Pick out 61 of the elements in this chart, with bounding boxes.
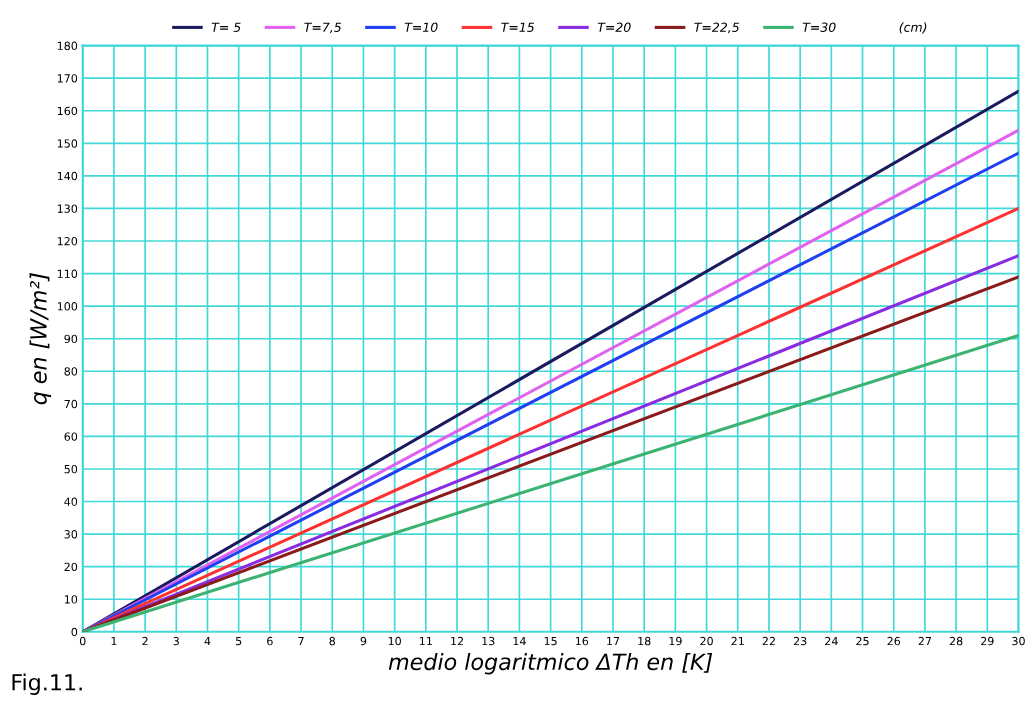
x-tick-label: 24 [825,636,838,646]
legend-label: T=7,5 [304,22,342,34]
x-tick-label: 26 [887,636,901,646]
y-tick-label: 50 [64,464,78,474]
y-tick-label: 110 [57,269,78,278]
x-tick-label: 30 [1012,636,1025,646]
y-tick-label: 80 [64,367,78,376]
y-tick-label: 150 [57,139,78,148]
x-tick-label: 10 [388,636,401,646]
y-tick-label: 130 [57,204,78,213]
x-tick-label: 14 [513,637,526,646]
legend-label: T=20 [597,22,631,32]
y-tick-label: 100 [57,302,78,311]
y-tick-label: 0 [71,627,78,637]
y-tick-label: 20 [64,562,78,572]
x-tick-label: 17 [607,637,620,646]
legend-title: (cm) [899,22,927,34]
x-tick-label: 5 [236,637,242,646]
y-tick-label: 40 [64,497,78,506]
x-tick-label: 8 [329,636,336,646]
legend-label: T=15 [501,22,535,32]
x-tick-label: 16 [575,636,589,646]
x-tick-label: 25 [856,636,869,646]
y-tick-label: 60 [64,432,78,441]
x-tick-label: 4 [204,637,211,646]
x-tick-label: 1 [111,637,117,646]
y-tick-label: 180 [57,41,78,51]
x-tick-label: 28 [949,636,963,646]
x-tick-label: 20 [700,636,713,646]
legend-label: T=30 [802,22,836,32]
x-tick-label: 29 [981,636,994,646]
x-tick-label: 3 [173,636,179,646]
y-tick-label: 10 [64,595,78,604]
y-tick-label: 30 [64,530,78,539]
x-axis-title: medio logaritmico ΔTh en [K] [388,652,713,675]
x-tick-label: 11 [419,637,432,646]
x-tick-label: 2 [142,636,148,646]
y-tick-label: 170 [57,74,78,83]
y-tick-label: 140 [57,171,78,181]
y-axis-title: q en [W/m²] [29,273,52,405]
x-tick-label: 0 [79,636,86,646]
y-tick-label: 120 [57,236,78,246]
x-tick-label: 9 [360,636,367,646]
x-tick-label: 22 [762,636,775,646]
caption: Fig.11. [12,673,82,695]
x-tick-label: 6 [267,636,273,646]
y-tick-label: 160 [57,106,78,116]
x-tick-label: 19 [669,636,682,646]
x-tick-label: 18 [638,636,651,646]
y-tick-label: 70 [64,399,78,409]
x-tick-label: 15 [544,637,557,646]
legend-label: T=22,5 [694,22,740,34]
legend-label: T=10 [404,22,438,32]
legend-label: T= 5 [211,22,241,32]
x-tick-label: 21 [731,636,744,646]
x-tick-label: 23 [793,636,807,646]
x-tick-label: 27 [918,636,932,646]
y-tick-label: 90 [64,334,78,344]
x-tick-label: 7 [298,637,304,646]
x-tick-label: 12 [451,636,463,646]
x-tick-label: 13 [482,636,495,646]
